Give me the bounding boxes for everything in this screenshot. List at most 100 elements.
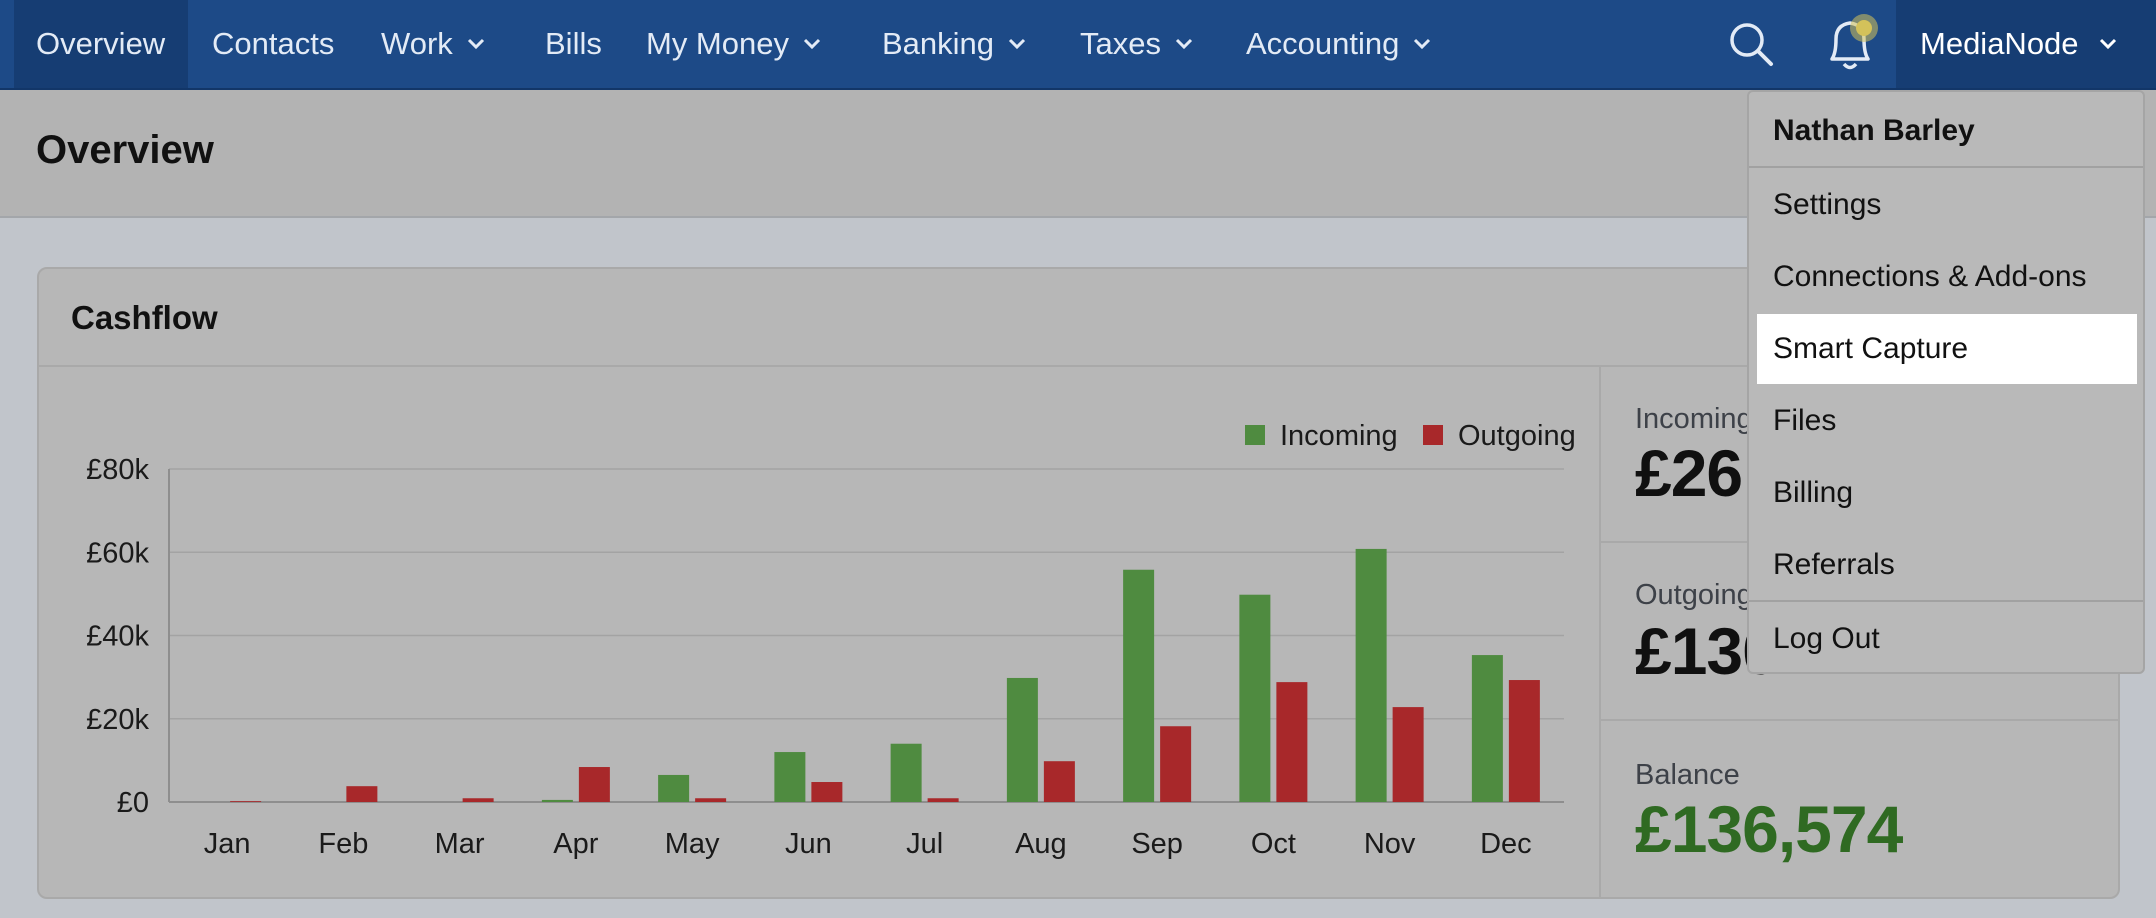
y-tick-label: £60k — [86, 537, 149, 569]
outgoing-label: Outgoing — [1635, 579, 1753, 611]
bar-outgoing — [1276, 682, 1308, 802]
account-menu-button[interactable]: MediaNode — [1896, 0, 2156, 88]
bar-outgoing — [695, 798, 727, 802]
x-tick-label: Dec — [1480, 828, 1532, 860]
x-tick-label: Mar — [435, 828, 485, 860]
chevron-down-icon — [1008, 38, 1026, 50]
chevron-down-icon — [1175, 38, 1193, 50]
incoming-value: £26 — [1635, 436, 1743, 510]
x-tick-label: Nov — [1364, 828, 1416, 860]
nav-banking-label: Banking — [882, 26, 995, 61]
notifications-button[interactable] — [1822, 0, 1886, 88]
page-title: Overview — [36, 128, 214, 172]
top-nav: Overview Contacts Work Bills My Money Ba… — [0, 0, 2156, 90]
menu-user-name: Nathan Barley — [1773, 114, 1975, 147]
nav-my-money-label: My Money — [646, 26, 789, 61]
bar-outgoing — [230, 801, 262, 802]
x-tick-label: Jul — [906, 828, 943, 860]
y-axis-ticks: £0 £20k £40k £60k £80k — [86, 454, 149, 819]
x-tick-label: Jan — [204, 828, 251, 860]
x-tick-label: Feb — [318, 828, 368, 860]
menu-item-referrals[interactable]: Referrals — [1773, 548, 1895, 581]
cashflow-chart: £0 £20k £40k £60k £80k Jan Feb Mar Apr May Jun Jul… — [39, 367, 1599, 899]
legend-label: Incoming — [1280, 420, 1398, 452]
incoming-stat: Incoming £26 — [1601, 365, 2120, 541]
menu-item-settings[interactable]: Settings — [1773, 188, 1882, 221]
balance-value: £136,574 — [1635, 792, 1903, 866]
bar-incoming — [541, 799, 573, 802]
menu-divider — [1749, 600, 2143, 602]
bar-outgoing — [1508, 680, 1540, 802]
chevron-down-icon — [1414, 38, 1431, 50]
nav-my-money[interactable]: My Money — [646, 0, 823, 88]
y-tick-label: £40k — [86, 621, 149, 653]
menu-divider — [1749, 166, 2143, 168]
nav-work[interactable]: Work — [381, 0, 487, 88]
nav-taxes[interactable]: Taxes — [1080, 0, 1195, 88]
bar-incoming — [1471, 655, 1503, 802]
x-tick-label: Oct — [1251, 828, 1296, 860]
bar-outgoing — [1160, 726, 1192, 802]
menu-item-log-out[interactable]: Log Out — [1773, 622, 1880, 655]
x-axis-ticks: Jan Feb Mar Apr May Jun Jul Aug Sep Oct Nov Dec — [204, 828, 1532, 860]
nav-bills[interactable]: Bills — [545, 0, 602, 88]
divider — [1601, 719, 2120, 721]
y-tick-label: £80k — [86, 454, 149, 486]
x-tick-label: May — [665, 828, 720, 860]
bar-outgoing — [1043, 761, 1075, 802]
menu-item-billing[interactable]: Billing — [1773, 476, 1854, 509]
bar-outgoing — [811, 782, 843, 802]
card-header: Cashflow — [39, 269, 2118, 367]
menu-item-files[interactable]: Files — [1773, 404, 1837, 437]
nav-accounting[interactable]: Accounting — [1246, 0, 1433, 88]
menu-item-smart-capture[interactable]: Smart Capture — [1757, 314, 2137, 384]
y-tick-label: £0 — [117, 787, 149, 819]
balance-stat: Balance £136,574 — [1601, 721, 2120, 897]
bar-outgoing — [578, 767, 610, 802]
chart-svg: £0 £20k £40k £60k £80k Jan Feb Mar Apr May Jun Jul… — [86, 420, 1576, 860]
nav-overview-label: Overview — [36, 26, 166, 61]
bar-incoming — [658, 774, 690, 802]
card-title: Cashflow — [71, 299, 218, 336]
account-label: MediaNode — [1920, 26, 2079, 61]
legend-label: Outgoing — [1458, 420, 1576, 452]
bar-outgoing — [927, 798, 959, 802]
menu-item-connections[interactable]: Connections & Add-ons — [1773, 260, 2087, 293]
bar-outgoing — [346, 786, 378, 802]
bar-incoming — [1355, 548, 1387, 802]
chevron-down-icon — [803, 38, 821, 50]
bar-incoming — [1123, 569, 1155, 802]
incoming-label: Incoming — [1635, 403, 1753, 435]
x-tick-label: Sep — [1131, 828, 1183, 860]
bar-incoming — [1239, 594, 1271, 802]
legend-swatch — [1423, 425, 1443, 445]
nav-taxes-label: Taxes — [1080, 26, 1161, 61]
nav-contacts-label: Contacts — [212, 26, 335, 61]
chart-bars — [230, 548, 1540, 802]
bar-incoming — [1006, 677, 1038, 802]
bar-outgoing — [462, 798, 494, 802]
chevron-down-icon — [467, 38, 484, 50]
search-icon — [1730, 23, 1773, 66]
x-tick-label: Aug — [1015, 828, 1067, 860]
nav-contacts[interactable]: Contacts — [212, 0, 334, 88]
search-button[interactable] — [1726, 0, 1786, 88]
y-tick-label: £20k — [86, 704, 149, 736]
bar-incoming — [890, 743, 922, 802]
x-tick-label: Apr — [553, 828, 598, 860]
nav-work-label: Work — [381, 26, 453, 61]
nav-overview[interactable]: Overview — [14, 0, 188, 88]
chevron-down-icon — [2099, 38, 2116, 50]
balance-label: Balance — [1635, 759, 1740, 791]
nav-bills-label: Bills — [545, 26, 602, 61]
legend-swatch — [1245, 425, 1265, 445]
bar-incoming — [774, 752, 806, 802]
bar-outgoing — [1392, 707, 1424, 802]
account-dropdown: Nathan Barley Settings Connections & Add… — [1747, 90, 2145, 674]
chart-grid — [168, 468, 1564, 803]
bell-icon — [1830, 14, 1878, 70]
x-tick-label: Jun — [785, 828, 832, 860]
chart-legend: Incoming Outgoing — [1245, 420, 1576, 452]
nav-banking[interactable]: Banking — [882, 0, 1028, 88]
nav-accounting-label: Accounting — [1246, 26, 1400, 61]
